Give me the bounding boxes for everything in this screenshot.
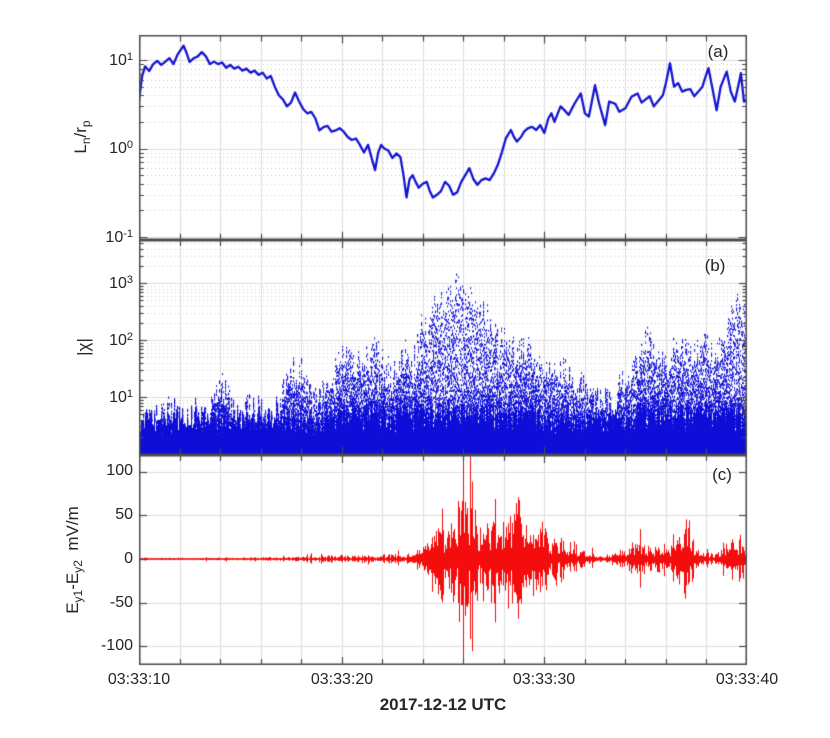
panel-c-label: (c) (712, 465, 732, 484)
panel-c-ytick-100: 100 (106, 462, 133, 479)
xtick-033330: 03:33:30 (512, 671, 576, 688)
panel-b-label: (b) (704, 256, 726, 275)
panel-a-ytick-10e-1: 10-1 (105, 227, 133, 247)
xtick-033310: 03:33:10 (107, 671, 171, 688)
xtick-033340: 03:33:40 (715, 671, 779, 688)
panel-c-ytick--100: -100 (100, 637, 133, 654)
panel-c-ytick-50: 50 (115, 506, 133, 523)
panel-b-ytick-10e1: 101 (109, 387, 133, 407)
x-axis-label: 2017-12-12 UTC (379, 695, 507, 714)
panel-a-ytick-10e0: 100 (109, 138, 133, 158)
panel-a-y-axis-label: Ln/rp (70, 120, 94, 154)
panel-c-y-axis-label: Ey1-Ey2 mV/m (62, 506, 86, 614)
panel-b-y-axis-label: |χ| (74, 338, 93, 356)
panel-b-ytick-10e3: 103 (109, 273, 133, 293)
panel-a-ytick-10e1: 101 (109, 50, 133, 70)
xtick-033320: 03:33:20 (310, 671, 374, 688)
panel-b-ytick-10e2: 102 (109, 330, 133, 350)
panel-c-ytick--50: -50 (109, 594, 133, 611)
panel-a-label: (a) (707, 42, 729, 61)
panel-c-ytick-0: 0 (124, 550, 133, 567)
